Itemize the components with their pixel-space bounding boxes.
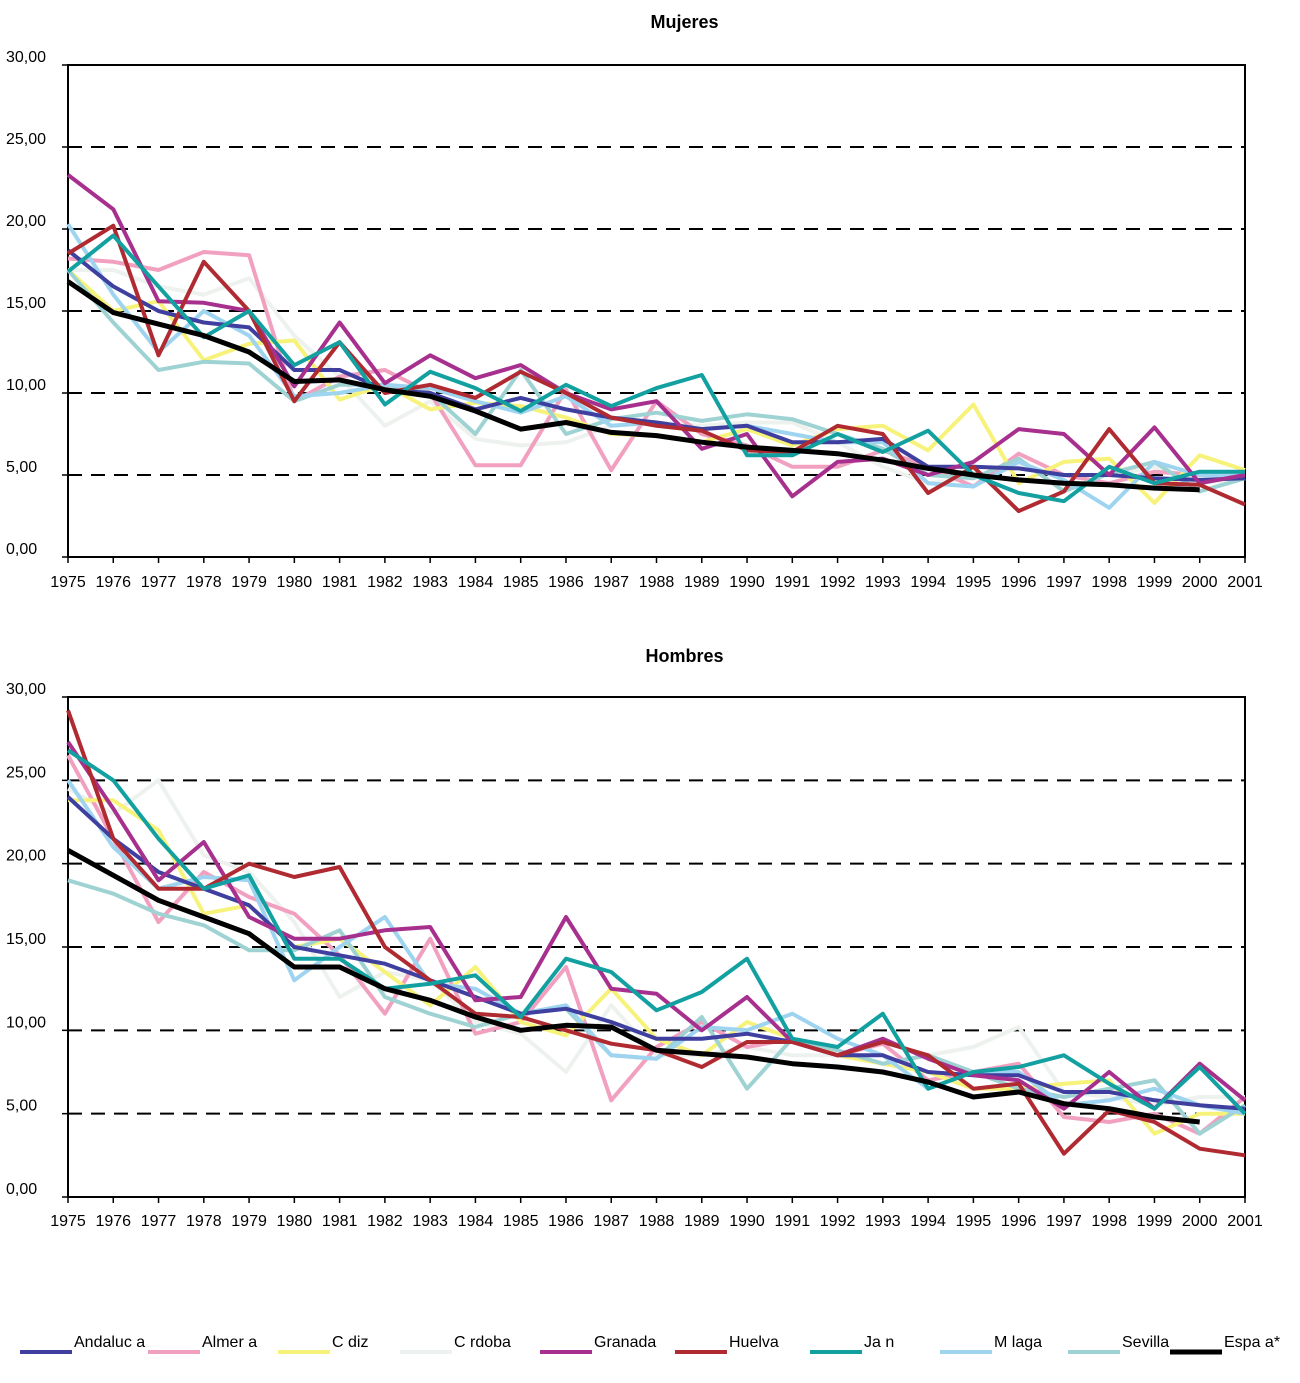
x-tick-label: 1980 xyxy=(277,574,313,591)
x-tick-label: 1981 xyxy=(322,1213,358,1230)
series-line-1 xyxy=(67,250,1245,489)
x-tick-label: 1977 xyxy=(141,1213,177,1230)
x-tick-label: 1975 xyxy=(50,574,86,591)
x-tick-label: 1986 xyxy=(548,574,584,591)
series-line-0 xyxy=(67,778,1245,1108)
legend-label: Almer a xyxy=(202,1334,257,1351)
series-line-9 xyxy=(66,848,1200,1125)
chart-title: Mujeres xyxy=(650,12,718,32)
x-tick-label: 1986 xyxy=(548,1213,584,1230)
x-tick-label: 1983 xyxy=(412,574,448,591)
legend-label: Espa a* xyxy=(1224,1334,1280,1351)
series-line-7 xyxy=(66,223,1246,514)
x-tick-label: 1995 xyxy=(956,574,992,591)
x-tick-label: 1997 xyxy=(1046,1213,1082,1230)
x-tick-label: 1996 xyxy=(1001,574,1037,591)
x-tick-label: 1984 xyxy=(458,1213,494,1230)
series-line-1 xyxy=(66,754,1247,1136)
y-tick-label: 25,00 xyxy=(6,764,46,781)
x-tick-label: 1978 xyxy=(186,1213,222,1230)
legend-label: C diz xyxy=(332,1334,368,1351)
x-tick-label: 1992 xyxy=(820,574,856,591)
x-tick-label: 1982 xyxy=(367,574,403,591)
x-tick-label: 1988 xyxy=(639,574,675,591)
x-tick-label: 1981 xyxy=(322,574,358,591)
x-tick-label: 1985 xyxy=(503,1213,539,1230)
x-tick-label: 1979 xyxy=(231,574,267,591)
series-line-4 xyxy=(66,223,1245,510)
x-tick-label: 1984 xyxy=(458,574,494,591)
x-tick-label: 1977 xyxy=(141,574,177,591)
series-line-6 xyxy=(66,173,1246,499)
x-tick-label: 2001 xyxy=(1227,574,1263,591)
series-line-0 xyxy=(68,268,1246,486)
series-line-2 xyxy=(68,798,1245,1136)
x-tick-label: 1991 xyxy=(775,1213,811,1230)
x-tick-label: 1993 xyxy=(865,574,901,591)
y-tick-label: 0,00 xyxy=(6,1181,37,1198)
x-tick-label: 2001 xyxy=(1227,1213,1263,1230)
legend-label: Ja n xyxy=(864,1334,894,1351)
x-tick-label: 1994 xyxy=(910,1213,946,1230)
legend-label: Granada xyxy=(594,1334,656,1351)
series-line-5 xyxy=(66,795,1246,1111)
x-tick-label: 1999 xyxy=(1137,1213,1173,1230)
y-tick-label: 10,00 xyxy=(6,377,46,394)
hombres-chart: Hombres 0,00 5,00 10,00 15,00 20,00 25,00 30,00… xyxy=(6,646,1263,1230)
legend-label: M laga xyxy=(994,1334,1042,1351)
series-line-9 xyxy=(66,279,1200,493)
x-tick-label: 1990 xyxy=(729,574,765,591)
x-tick-label: 1979 xyxy=(231,1213,267,1230)
x-tick-label: 1989 xyxy=(684,1213,720,1230)
x-tick-label: 1983 xyxy=(412,1213,448,1230)
x-tick-label: 1995 xyxy=(956,1213,992,1230)
y-tick-label: 5,00 xyxy=(6,1098,37,1115)
chart-title: Hombres xyxy=(645,646,723,666)
series-line-3 xyxy=(67,878,1247,1136)
y-tick-label: 30,00 xyxy=(6,49,46,66)
x-tick-label: 1994 xyxy=(910,574,946,591)
legend-label: Andaluc a xyxy=(74,1334,145,1351)
x-tick-label: 1998 xyxy=(1091,1213,1127,1230)
legend-label: Huelva xyxy=(729,1334,779,1351)
x-tick-label: 1976 xyxy=(95,1213,131,1230)
y-tick-label: 15,00 xyxy=(6,295,46,312)
y-tick-label: 30,00 xyxy=(6,681,46,698)
x-tick-label: 1992 xyxy=(820,1213,856,1230)
y-tick-label: 25,00 xyxy=(6,131,46,148)
x-tick-label: 2000 xyxy=(1182,574,1218,591)
x-tick-label: 1997 xyxy=(1046,574,1082,591)
y-tick-label: 0,00 xyxy=(6,541,37,558)
x-tick-label: 1993 xyxy=(865,1213,901,1230)
series-line-8 xyxy=(66,748,1247,1116)
y-tick-label: 15,00 xyxy=(6,931,46,948)
y-tick-label: 10,00 xyxy=(6,1014,46,1031)
series-line-8 xyxy=(66,233,1245,504)
x-tick-label: 1990 xyxy=(729,1213,765,1230)
x-tick-label: 1976 xyxy=(95,574,131,591)
x-tick-label: 1980 xyxy=(277,1213,313,1230)
y-tick-label: 20,00 xyxy=(6,213,46,230)
y-tick-label: 5,00 xyxy=(6,459,37,476)
x-tick-label: 1999 xyxy=(1137,574,1173,591)
x-tick-label: 2000 xyxy=(1182,1213,1218,1230)
x-tick-label: 1987 xyxy=(593,1213,629,1230)
x-tick-label: 1991 xyxy=(775,574,811,591)
x-tick-label: 1987 xyxy=(593,574,629,591)
x-tick-label: 1975 xyxy=(50,1213,86,1230)
x-tick-label: 1988 xyxy=(639,1213,675,1230)
series-line-4 xyxy=(66,779,1246,1116)
y-tick-label: 20,00 xyxy=(6,848,46,865)
mujeres-chart: Mujeres 0,00 5,00 10,00 15,00 20,00 25,00 30,00… xyxy=(6,12,1263,591)
x-tick-label: 1978 xyxy=(186,574,222,591)
legend-label: C rdoba xyxy=(454,1334,511,1351)
x-tick-label: 1996 xyxy=(1001,1213,1037,1230)
legend-label: Sevilla xyxy=(1122,1334,1169,1351)
legend: Andaluc a Almer a C diz C rdoba Granada Huelv… xyxy=(20,1334,1280,1355)
x-tick-label: 1982 xyxy=(367,1213,403,1230)
x-tick-label: 1989 xyxy=(684,574,720,591)
x-tick-label: 1985 xyxy=(503,574,539,591)
x-tick-label: 1998 xyxy=(1091,574,1127,591)
